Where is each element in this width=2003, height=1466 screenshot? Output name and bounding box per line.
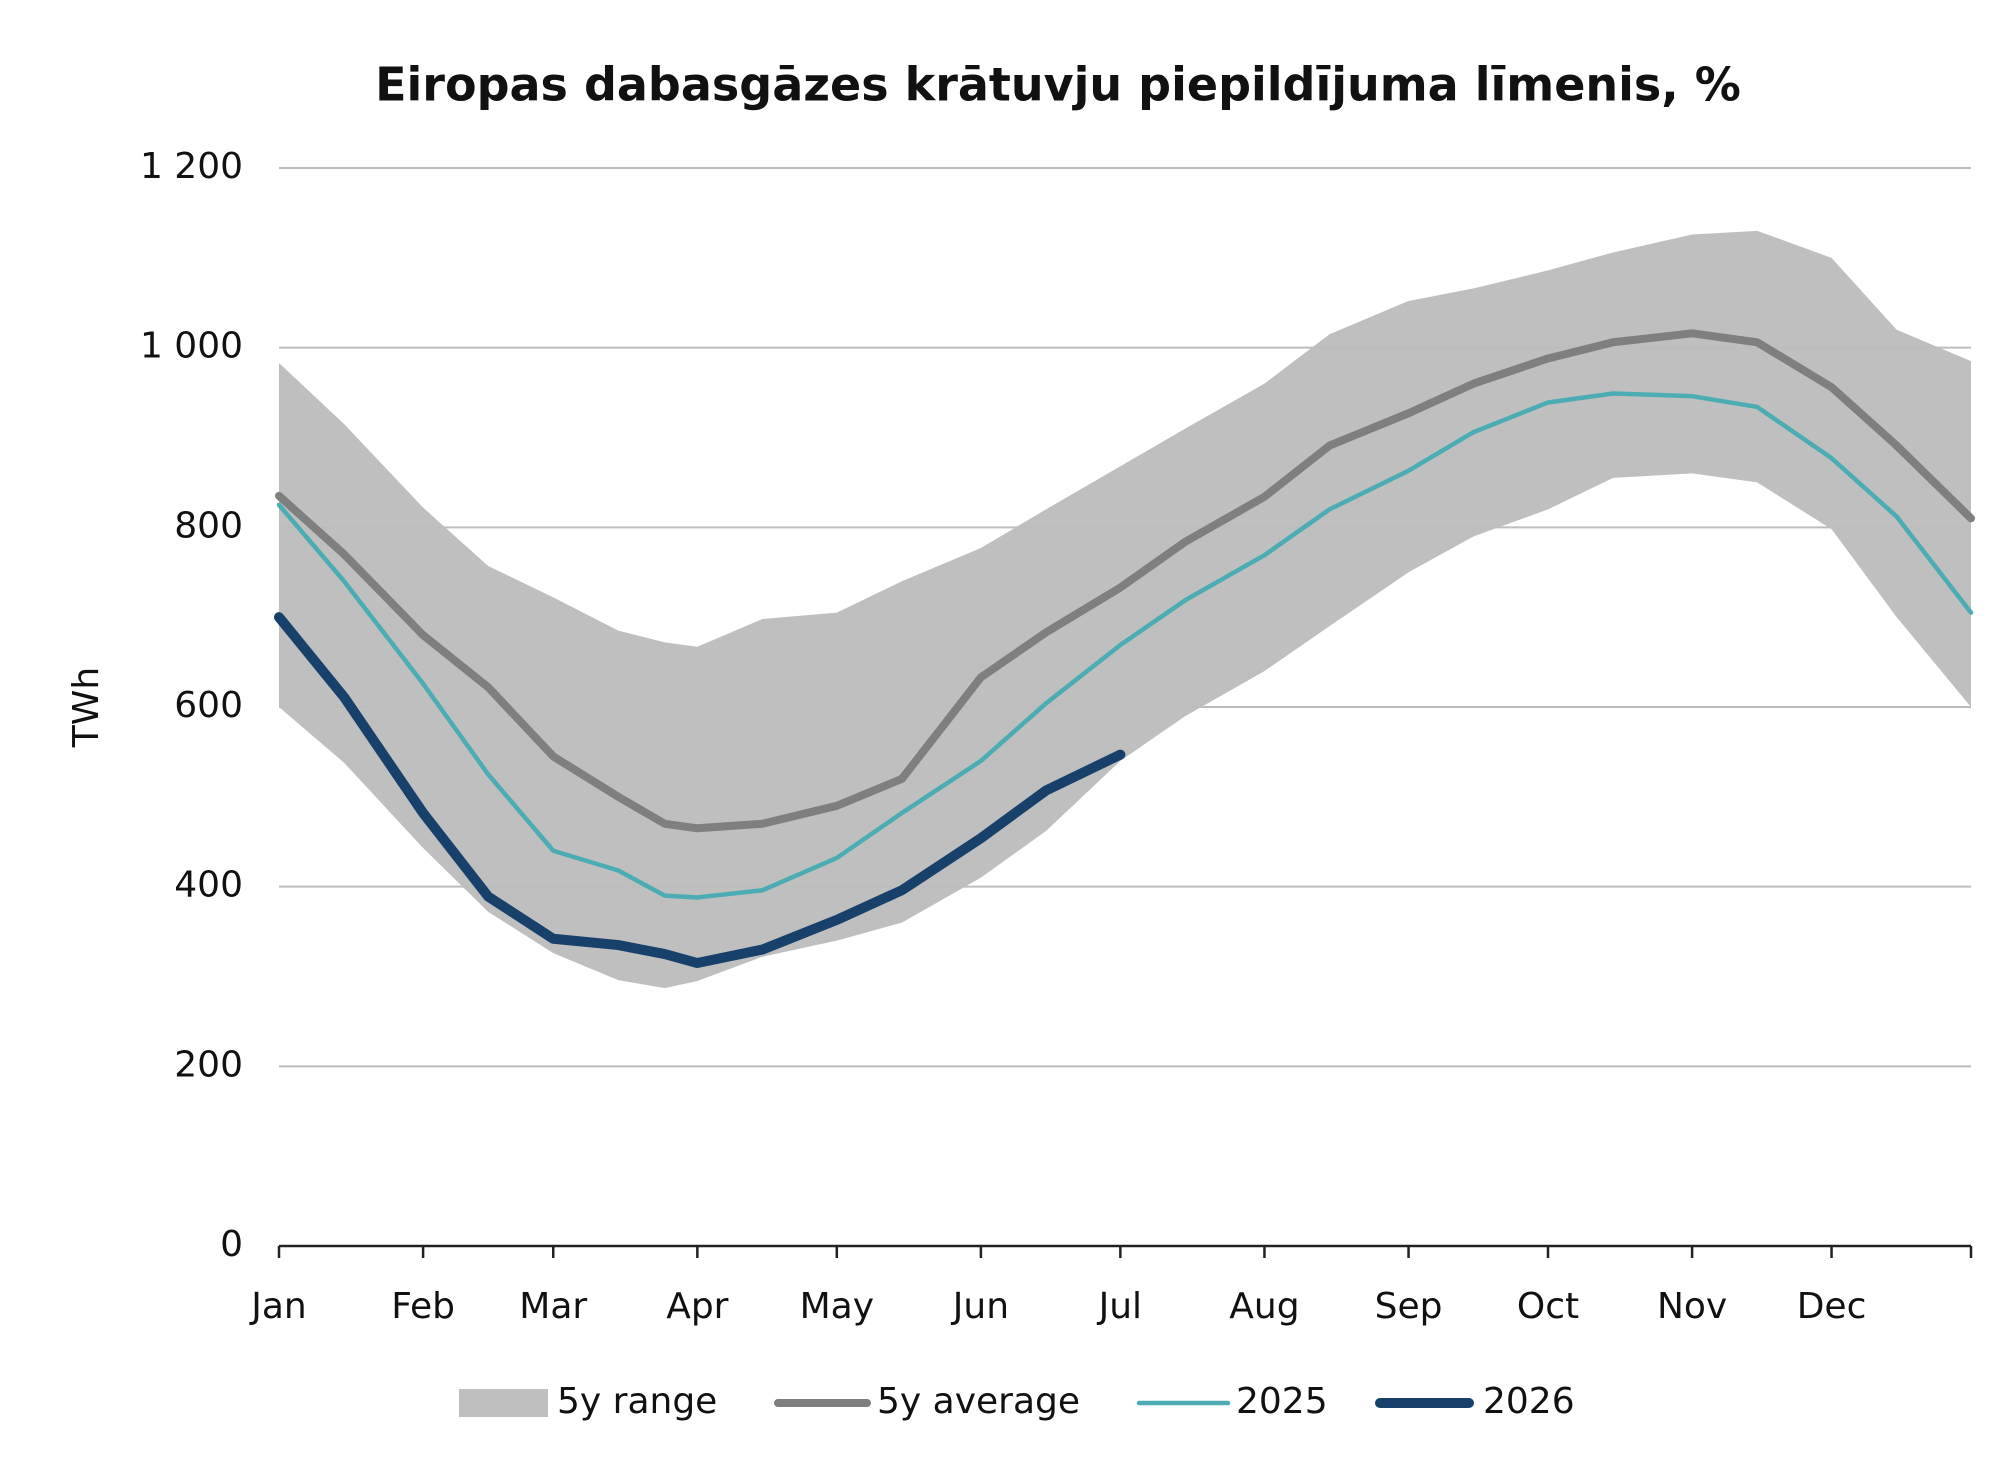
y-tick-label: 600 [174, 685, 243, 726]
y-tick-label: 200 [174, 1044, 243, 1085]
x-tick-label: Apr [666, 1286, 728, 1327]
y-tick-label: 1 200 [140, 146, 243, 187]
x-tick-label: Nov [1657, 1286, 1727, 1327]
x-tick-label: Dec [1797, 1286, 1867, 1327]
legend-swatch [459, 1389, 548, 1417]
x-tick-label: Sep [1375, 1286, 1443, 1327]
x-tick-label: Jan [249, 1286, 307, 1327]
y-tick-label: 0 [220, 1224, 243, 1265]
x-tick-label: Feb [391, 1286, 455, 1327]
y-tick-label: 1 000 [140, 326, 243, 367]
x-tick-label: May [800, 1286, 874, 1327]
y-tick-label: 400 [174, 865, 243, 906]
y-axis-label: TWh [66, 667, 107, 748]
series-line [274, 612, 1126, 969]
x-tick-label: Mar [519, 1286, 587, 1327]
y-tick-label: 800 [174, 505, 243, 546]
x-tick-label: Jul [1097, 1286, 1142, 1327]
x-tick-label: Aug [1229, 1286, 1299, 1327]
chart-title: Eiropas dabasgāzes krātuvju piepildījuma… [375, 58, 1741, 112]
series-line [275, 329, 1975, 833]
range-area [279, 230, 1971, 989]
x-tick-label: Jun [951, 1286, 1009, 1327]
legend-label: 5y average [877, 1381, 1080, 1422]
legend-label: 2026 [1483, 1381, 1575, 1422]
legend-label: 2025 [1236, 1381, 1328, 1422]
series-line [276, 391, 1974, 900]
x-tick-label: Oct [1517, 1286, 1579, 1327]
legend-label: 5y range [557, 1381, 717, 1422]
